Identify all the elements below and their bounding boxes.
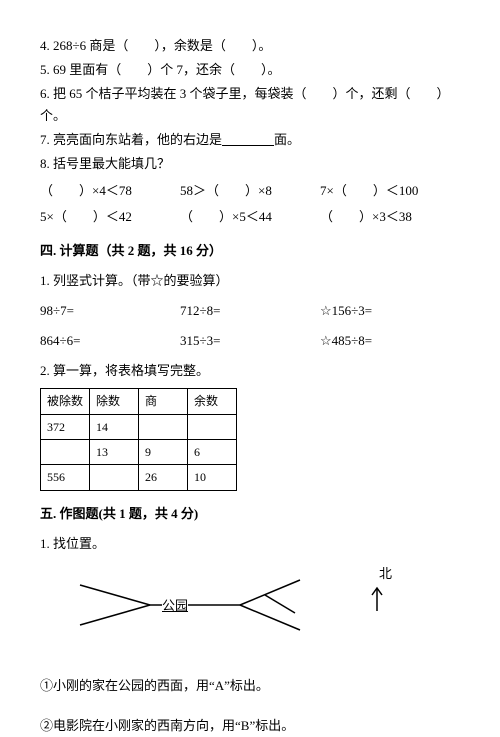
north-indicator: 北 [367,585,380,607]
question-7: 7. 亮亮面向东站着，他的右边是 面。 [40,129,460,151]
calc-1c: ☆156÷3= [320,300,460,322]
cell [188,414,237,439]
park-label: 公园 [162,595,188,617]
fillin-2b: （ ）×5＜44 [180,206,320,228]
fillin-2c: （ ）×3＜38 [320,206,460,228]
th-remainder: 余数 [188,389,237,414]
question-4: 4. 268÷6 商是（ ），余数是（ ）。 [40,35,460,57]
drawing-intro: 1. 找位置。 [40,533,460,555]
fillin-1c: 7×（ ）＜100 [320,180,460,202]
cell: 9 [139,440,188,465]
table-row: 13 9 6 [41,440,237,465]
question-5: 5. 69 里面有（ ）个 7，还余（ ）。 [40,59,460,81]
cell: 10 [188,465,237,490]
table-row: 372 14 [41,414,237,439]
q7-suffix: 面。 [274,132,300,147]
section-4-title: 四. 计算题（共 2 题，共 16 分） [40,240,460,262]
th-divisor: 除数 [90,389,139,414]
calc-2b: 315÷3= [180,330,320,352]
section-5-title: 五. 作图题(共 1 题，共 4 分) [40,503,460,525]
calc1-intro: 1. 列竖式计算。（带☆的要验算） [40,270,460,292]
cell [41,440,90,465]
fillins-row-2: 5×（ ）＜42 （ ）×5＜44 （ ）×3＜38 [40,206,460,228]
fillins-row-1: （ ）×4＜78 58＞（ ）×8 7×（ ）＜100 [40,180,460,202]
table-row: 556 26 10 [41,465,237,490]
question-8: 8. 括号里最大能填几？ [40,153,460,175]
calc-1b: 712÷8= [180,300,320,322]
north-arrow-icon [367,585,387,613]
fillin-1b: 58＞（ ）×8 [180,180,320,202]
cell [90,465,139,490]
map-diagram: 公园 北 [70,565,390,655]
cell: 6 [188,440,237,465]
cell: 556 [41,465,90,490]
q7-prefix: 7. 亮亮面向东站着，他的右边是 [40,132,222,147]
cell: 372 [41,414,90,439]
th-dividend: 被除数 [41,389,90,414]
calc2-intro: 2. 算一算，将表格填写完整。 [40,360,460,382]
th-quotient: 商 [139,389,188,414]
calc-row-2: 864÷6= 315÷3= ☆485÷8= [40,330,460,352]
calc-2a: 864÷6= [40,330,180,352]
question-6: 6. 把 65 个桔子平均装在 3 个袋子里，每袋装（ ）个，还剩（ ）个。 [40,83,460,127]
q7-blank [222,132,274,147]
calc-1a: 98÷7= [40,300,180,322]
fillin-2a: 5×（ ）＜42 [40,206,180,228]
subquestion-1: ①小刚的家在公园的西面，用“A”标出。 [40,675,460,697]
division-table: 被除数 除数 商 余数 372 14 13 9 6 556 26 10 [40,388,237,491]
cell: 14 [90,414,139,439]
roads-svg [70,565,330,645]
cell: 26 [139,465,188,490]
cell: 13 [90,440,139,465]
fillin-1a: （ ）×4＜78 [40,180,180,202]
table-header-row: 被除数 除数 商 余数 [41,389,237,414]
calc-2c: ☆485÷8= [320,330,460,352]
cell [139,414,188,439]
north-label: 北 [379,566,392,581]
subquestion-2: ②电影院在小刚家的西南方向，用“B”标出。 [40,715,460,737]
calc-row-1: 98÷7= 712÷8= ☆156÷3= [40,300,460,322]
